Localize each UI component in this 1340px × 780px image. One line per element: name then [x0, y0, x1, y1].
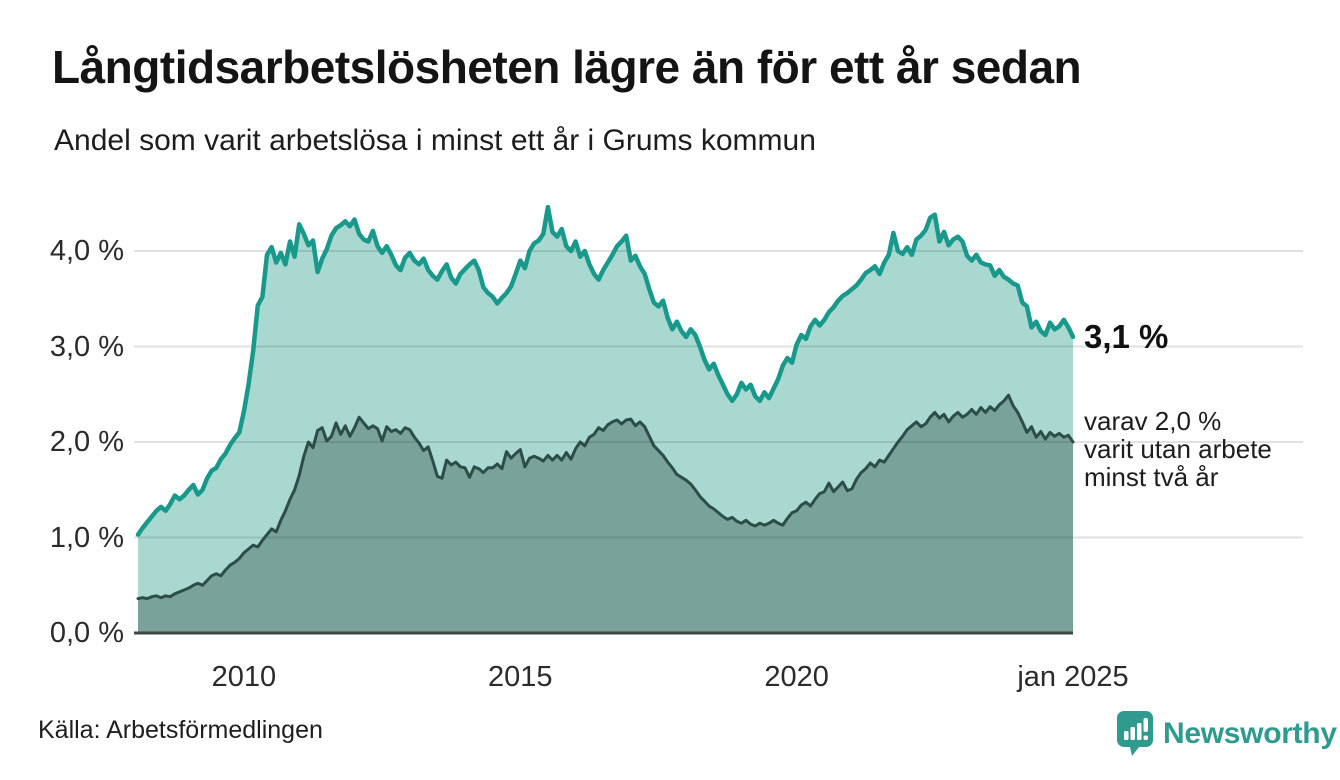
y-axis-tick-label-0: 0,0 % — [49, 617, 124, 649]
subset-annotation-line2: varit utan arbete — [1084, 434, 1272, 464]
y-axis-tick-label-4: 4,0 % — [49, 235, 124, 267]
subset-annotation-line1: varav 2,0 % — [1084, 406, 1222, 436]
y-axis-tick-label-2: 2,0 % — [49, 426, 124, 458]
chart-subtitle: Andel som varit arbetslösa i minst ett å… — [54, 124, 816, 157]
newsworthy-pin-barchart-icon — [1117, 711, 1153, 756]
total-series-line — [135, 204, 1076, 537]
subset-series-area — [138, 395, 1073, 633]
y-axis-tick-label-1: 1,0 % — [49, 521, 124, 554]
source-credit: Källa: Arbetsförmedlingen — [38, 716, 323, 744]
subset-annotation-line3: minst två år — [1084, 462, 1219, 492]
newsworthy-wordmark: Newsworthy — [1163, 716, 1337, 750]
x-axis-tick-label-2020: 2020 — [764, 661, 829, 693]
newsworthy-brand: Newsworthy — [1116, 710, 1337, 757]
y-axis-tick-label-3: 3,0 % — [49, 330, 124, 363]
x-axis-tick-label-2015: 2015 — [488, 661, 553, 693]
subset-series-annotation: varav 2,0 % varit utan arbete minst två … — [1084, 407, 1272, 491]
x-axis-tick-label-2010: 2010 — [211, 661, 277, 693]
subset-series-line — [136, 393, 1075, 601]
x-axis-tick-label-jan-2025: jan 2025 — [1017, 661, 1129, 693]
page-title: Långtidsarbetslösheten lägre än för ett … — [52, 41, 1082, 93]
total-series-value-label: 3,1 % — [1084, 318, 1169, 355]
